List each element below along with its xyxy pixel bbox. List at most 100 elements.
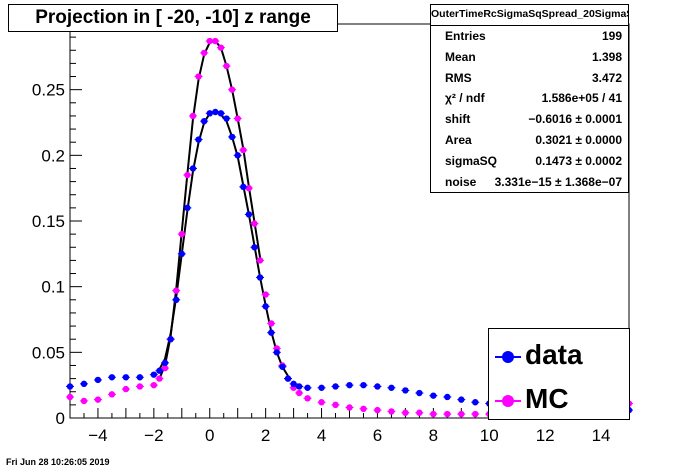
data-point-data <box>374 383 381 390</box>
data-point-data <box>472 399 479 406</box>
chart-title: Projection in [ -20, -10] z range <box>8 4 338 32</box>
data-point-data <box>290 380 297 388</box>
stats-row-shift: shift −0.6016 ± 0.0001 <box>431 109 628 130</box>
data-point-data <box>156 367 163 374</box>
data-point-mc <box>217 44 225 51</box>
data-point-data <box>284 375 292 382</box>
stats-key: noise <box>445 174 477 189</box>
data-point-data <box>273 349 281 356</box>
data-point-mc <box>374 406 381 414</box>
stats-row-noise: noise 3.331e−15 ± 1.368e−07 <box>431 172 628 193</box>
data-point-mc <box>234 115 241 122</box>
y-tick-label: 0.1 <box>41 278 65 297</box>
data-point-data <box>178 250 185 258</box>
data-point-data <box>245 211 253 218</box>
stats-value: 0.1473 ± 0.0002 <box>535 153 622 168</box>
data-point-mc <box>178 230 185 238</box>
data-point-mc <box>200 49 208 57</box>
data-point-mc <box>304 395 311 402</box>
data-point-mc <box>122 385 130 393</box>
data-point-mc <box>161 364 169 372</box>
stats-value: 1.586e+05 / 41 <box>541 91 622 106</box>
data-point-data <box>416 389 423 397</box>
stats-value: 3.472 <box>591 70 622 85</box>
x-tick-label: 0 <box>205 426 214 445</box>
data-point-mc <box>346 404 353 411</box>
x-tick-label: 12 <box>536 426 555 445</box>
timestamp-footer: Fri Jun 28 10:26:05 2019 <box>6 457 110 467</box>
data-point-mc <box>318 399 325 406</box>
stats-row-rms: RMS 3.472 <box>431 68 628 89</box>
stats-row-entries: Entries 199 <box>431 26 628 47</box>
data-point-data <box>200 117 208 125</box>
data-point-mc <box>251 220 258 227</box>
y-tick-label: 0.05 <box>32 343 65 362</box>
stats-key: sigmaSQ <box>445 153 498 168</box>
data-point-mc <box>80 397 88 405</box>
x-tick-label: 6 <box>373 426 382 445</box>
data-point-data <box>223 115 230 122</box>
legend-label: MC <box>525 383 569 414</box>
fit-curve <box>158 110 289 377</box>
data-point-data <box>388 384 395 391</box>
data-point-mc <box>150 381 158 389</box>
data-point-mc <box>402 409 409 416</box>
data-point-data <box>66 383 74 390</box>
x-tick-label: 10 <box>480 426 499 445</box>
data-point-data <box>80 380 88 388</box>
x-tick-label: 8 <box>429 426 438 445</box>
x-tick-label: 4 <box>317 426 326 445</box>
data-point-data <box>108 374 116 381</box>
data-point-mc <box>228 86 236 93</box>
data-point-mc <box>245 184 253 192</box>
data-point-data <box>295 383 303 390</box>
data-point-data <box>444 393 451 401</box>
data-point-data <box>189 165 197 172</box>
data-point-mc <box>268 320 275 327</box>
data-point-mc <box>206 37 213 45</box>
legend-marker-dot <box>502 395 514 407</box>
stats-row-chi2: χ² / ndf 1.586e+05 / 41 <box>431 88 628 109</box>
data-point-mc <box>195 73 202 80</box>
data-point-data <box>217 110 225 117</box>
data-point-data <box>173 296 180 303</box>
data-point-data <box>150 371 158 378</box>
data-point-mc <box>189 112 197 120</box>
y-tick-label: 0.2 <box>41 146 65 165</box>
stats-value: −0.6016 ± 0.0001 <box>528 112 622 127</box>
data-point-mc <box>444 410 451 418</box>
data-point-data <box>430 392 437 399</box>
stats-box: OuterTimeRcSigmaSqSpread_20SigmaSqSpread… <box>430 4 629 193</box>
data-point-mc <box>94 396 102 403</box>
data-point-data <box>346 381 353 389</box>
stats-value: 1.398 <box>591 49 622 64</box>
stats-key: χ² / ndf <box>445 91 485 106</box>
data-point-data <box>212 108 219 116</box>
data-point-mc <box>472 410 479 418</box>
data-point-mc <box>173 287 180 294</box>
stats-key: shift <box>445 112 471 127</box>
data-point-data <box>402 387 409 394</box>
data-point-mc <box>184 171 191 179</box>
stats-histogram-name: OuterTimeRcSigmaSqSpread_20SigmaSqSpread <box>431 5 628 26</box>
legend-entry-mc: MC <box>489 379 629 419</box>
data-point-mc <box>240 146 247 154</box>
data-point-mc <box>66 393 74 401</box>
data-point-data <box>268 329 275 336</box>
data-point-mc <box>458 410 465 418</box>
data-point-data <box>228 133 236 141</box>
x-tick-label: 2 <box>261 426 270 445</box>
data-point-mc <box>360 405 367 413</box>
data-point-data <box>94 376 102 384</box>
data-point-mc <box>388 408 395 415</box>
data-point-data <box>251 244 258 251</box>
data-point-mc <box>156 375 163 382</box>
stats-row-area: Area 0.3021 ± 0.0000 <box>431 130 628 151</box>
fit-curve <box>158 39 262 379</box>
stats-key: Area <box>445 132 472 147</box>
y-tick-label: 0.15 <box>32 212 65 231</box>
data-point-data <box>262 303 269 310</box>
data-point-data <box>332 383 339 390</box>
stats-value: 199 <box>601 29 622 43</box>
